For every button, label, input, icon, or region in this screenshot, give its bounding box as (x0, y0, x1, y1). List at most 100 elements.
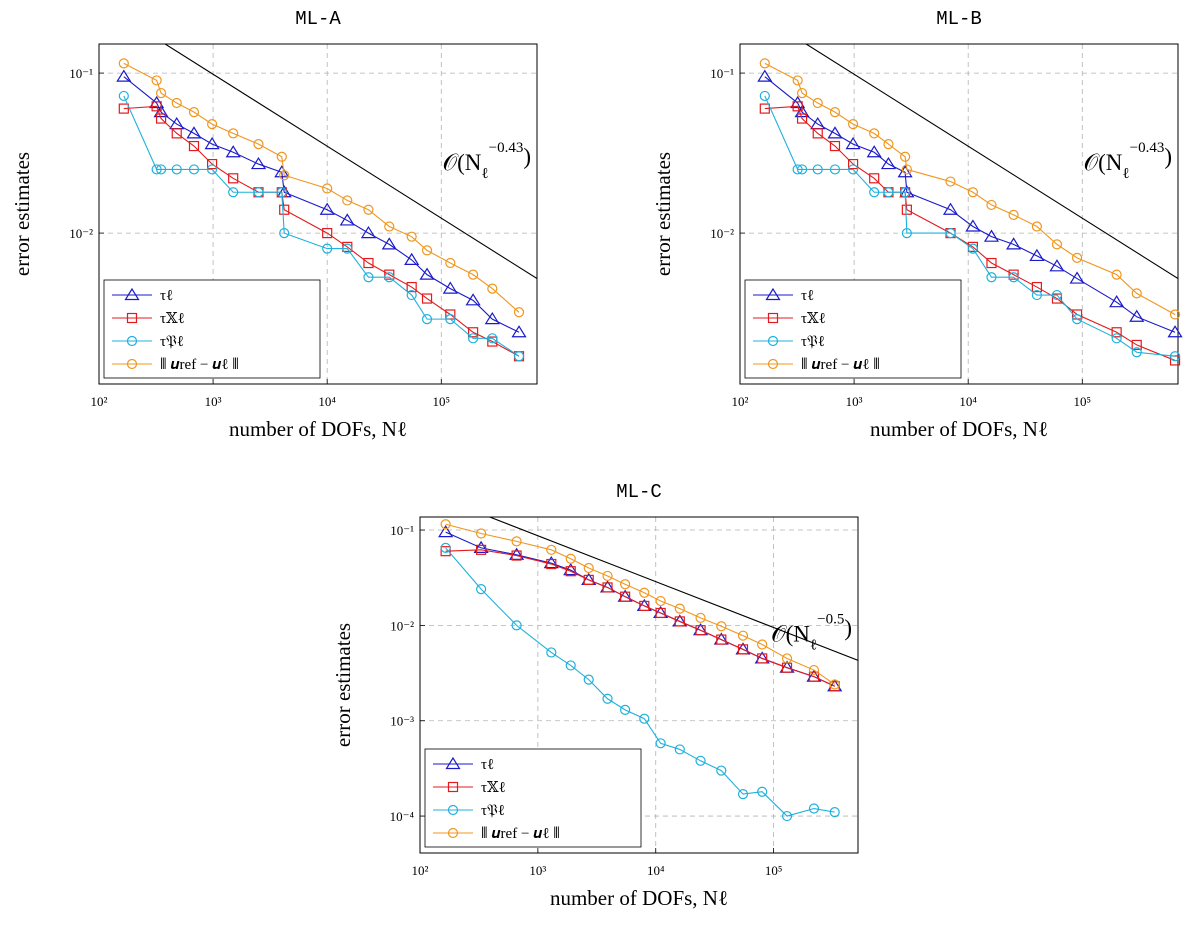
marker-circle (253, 187, 264, 198)
annotation-base: 𝒪(N (1084, 150, 1123, 175)
marker-circle (467, 269, 479, 280)
chart: ML-A 10² 10³ 10⁴ 10⁵ 10⁻² 10⁻¹ 𝒪(Nℓ−0.43) τℓ τ𝕏ℓ τ… (10, 8, 538, 441)
marker-circle (737, 630, 749, 641)
marker-square (1131, 339, 1142, 351)
marker-circle (620, 579, 631, 590)
marker-square (674, 616, 685, 627)
marker-circle (384, 272, 395, 283)
x-tick-label: 10⁴ (647, 863, 665, 878)
x-tick-label: 10⁵ (433, 394, 451, 409)
legend-label: τ𝕏ℓ (481, 780, 506, 796)
marker-square (384, 269, 395, 280)
marker-circle (467, 333, 479, 344)
marker-triangle (827, 126, 843, 139)
legend-label: ⦀ 𝒖ref − 𝒖ℓ ⦀ (801, 357, 880, 373)
marker-circle (279, 170, 290, 181)
marker-circle (639, 587, 650, 598)
marker-circle (883, 187, 894, 198)
legend-label: τ𝔓ℓ (160, 334, 184, 350)
marker-circle (447, 804, 459, 816)
marker-triangle (204, 136, 220, 150)
marker-triangle (419, 267, 435, 280)
marker-circle (546, 544, 557, 555)
annotation-close: ) (1164, 144, 1172, 169)
marker-circle (1008, 209, 1019, 220)
marker-circle (829, 164, 841, 175)
marker-circle (967, 243, 979, 254)
legend-box (424, 748, 642, 848)
marker-circle (716, 765, 727, 776)
marker-square (901, 204, 912, 215)
marker-square (986, 257, 997, 269)
legend-box (103, 279, 321, 379)
marker-square (151, 101, 162, 112)
annotation-close: ) (844, 615, 852, 640)
y-axis-label: error estimates (651, 152, 675, 276)
marker-triangle (563, 562, 579, 576)
marker-triangle (381, 237, 397, 250)
marker-square (279, 204, 290, 215)
marker-triangle (339, 213, 355, 226)
marker-circle (945, 228, 956, 239)
marker-square (363, 257, 374, 269)
marker-circle (476, 528, 487, 539)
legend-box (744, 279, 962, 379)
annotation-sub: ℓ (810, 637, 817, 653)
annotation-sup: −0.43 (489, 140, 524, 156)
y-tick-label: 10⁻¹ (710, 66, 734, 81)
marker-circle (1031, 289, 1042, 301)
marker-circle (513, 307, 525, 318)
marker-square (602, 582, 613, 593)
series-line (123, 76, 520, 333)
annotation: 𝒪(Nℓ−0.5) (771, 611, 852, 653)
marker-circle (869, 128, 880, 139)
marker-triangle (124, 287, 140, 301)
marker-circle (276, 151, 287, 162)
marker-circle (487, 283, 498, 294)
marker-circle (695, 612, 706, 623)
marker-triangle (942, 202, 959, 215)
x-tick-label: 10⁴ (318, 394, 336, 409)
marker-circle (639, 713, 650, 724)
marker-circle (716, 621, 727, 632)
marker-circle (674, 744, 685, 755)
marker-square (440, 546, 451, 557)
marker-circle (1169, 309, 1181, 320)
reference-line (489, 517, 858, 661)
marker-circle (792, 75, 803, 86)
marker-circle (1051, 289, 1063, 301)
marker-square (869, 173, 880, 184)
marker-triangle (1069, 271, 1085, 284)
marker-circle (1131, 347, 1142, 358)
marker-square (467, 327, 479, 338)
marker-circle (1071, 252, 1083, 263)
reference-line (164, 44, 537, 280)
marker-square (1008, 269, 1019, 280)
marker-circle (655, 595, 666, 607)
marker-circle (759, 58, 770, 69)
marker-circle (847, 164, 859, 175)
marker-circle (322, 243, 333, 254)
marker-circle (342, 195, 353, 206)
marker-circle (792, 164, 803, 175)
marker-circle (986, 199, 997, 211)
y-tick-label: 10⁻² (69, 226, 93, 241)
marker-triangle (897, 165, 913, 178)
y-axis-label: error estimates (10, 152, 34, 276)
marker-circle (253, 138, 264, 150)
marker-square (583, 574, 594, 585)
marker-circle (118, 90, 129, 102)
marker-circle (487, 333, 498, 344)
marker-circle (118, 58, 129, 69)
annotation-sup: −0.43 (1130, 140, 1165, 156)
marker-square (118, 103, 129, 114)
marker-square (171, 128, 182, 139)
marker-circle (674, 603, 685, 614)
marker-circle (829, 807, 840, 818)
marker-square (1031, 281, 1042, 293)
marker-square (511, 550, 522, 561)
x-tick-label: 10² (91, 394, 108, 409)
plot-frame (98, 43, 538, 385)
marker-circle (228, 128, 239, 139)
legend-label: τℓ (481, 757, 494, 773)
